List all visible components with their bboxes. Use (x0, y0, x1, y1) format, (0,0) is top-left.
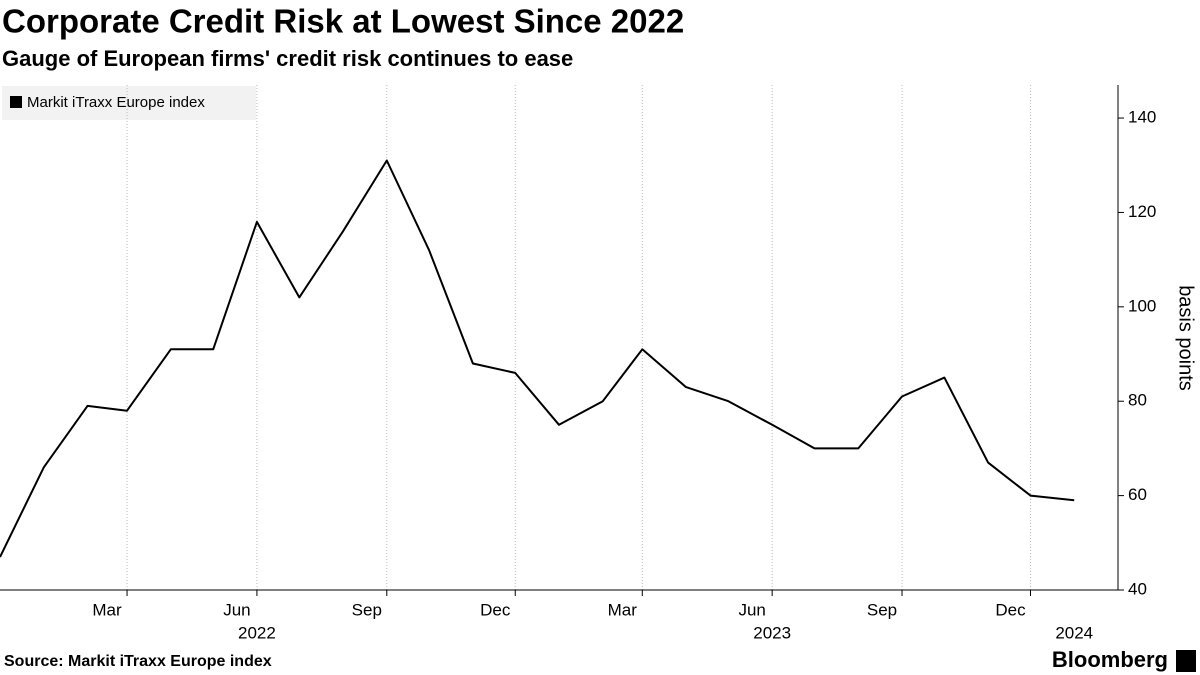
chart-title: Corporate Credit Risk at Lowest Since 20… (2, 3, 684, 40)
legend-box (2, 86, 256, 120)
x-tick-label: Jun (738, 600, 765, 619)
x-tick-label: Dec (480, 600, 511, 619)
x-tick-label: Sep (867, 600, 897, 619)
y-axis-label: basis points (1175, 285, 1197, 391)
source-note: Source: Markit iTraxx Europe index (4, 653, 272, 670)
legend-label: Markit iTraxx Europe index (27, 94, 205, 111)
y-tick-label: 80 (1128, 391, 1147, 410)
y-tick-label: 140 (1128, 108, 1156, 127)
series-line (0, 159, 1075, 558)
x-tick-label: Dec (995, 600, 1026, 619)
y-tick-label: 60 (1128, 485, 1147, 504)
brand: Bloomberg (1052, 647, 1168, 672)
chart-subtitle: Gauge of European firms' credit risk con… (2, 46, 573, 71)
legend-swatch (10, 96, 22, 108)
year-label: 2024 (1055, 623, 1093, 642)
y-tick-label: 120 (1128, 202, 1156, 221)
x-tick-label: Mar (92, 600, 122, 619)
x-tick-label: Mar (608, 600, 638, 619)
year-label: 2023 (753, 623, 791, 642)
y-tick-label: 100 (1128, 296, 1156, 315)
year-label: 2022 (238, 623, 276, 642)
brand-icon (1176, 650, 1196, 672)
x-tick-label: Sep (352, 600, 382, 619)
y-tick-label: 40 (1128, 579, 1147, 598)
x-tick-label: Jun (223, 600, 250, 619)
